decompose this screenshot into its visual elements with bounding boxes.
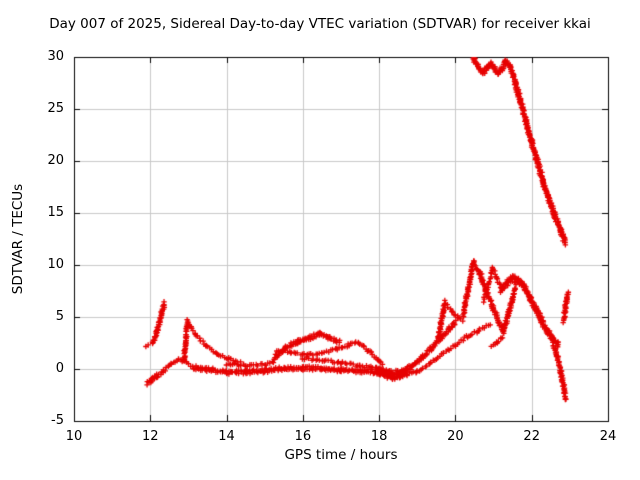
x-axis-label: GPS time / hours — [284, 447, 398, 463]
x-tick-label: 10 — [65, 429, 83, 444]
y-tick-label: 0 — [55, 361, 64, 376]
y-tick-label: -5 — [51, 413, 64, 428]
x-tick-label: 12 — [142, 429, 159, 444]
y-axis-label: SDTVAR / TECUs — [10, 183, 26, 295]
y-tick-label: 10 — [47, 257, 64, 272]
x-tick-label: 20 — [447, 429, 464, 444]
y-tick-label: 30 — [47, 49, 64, 64]
x-tick-label: 18 — [370, 429, 388, 444]
x-tick-label: 16 — [294, 429, 312, 444]
y-tick-label: 5 — [55, 309, 64, 324]
y-tick-label: 15 — [47, 205, 64, 220]
y-tick-label: 25 — [47, 101, 64, 116]
x-tick-label: 24 — [599, 429, 617, 444]
x-tick-label: 22 — [523, 429, 540, 444]
y-tick-label: 20 — [47, 153, 64, 168]
x-tick-label: 14 — [218, 429, 235, 444]
chart-title: Day 007 of 2025, Sidereal Day-to-day VTE… — [49, 16, 591, 32]
